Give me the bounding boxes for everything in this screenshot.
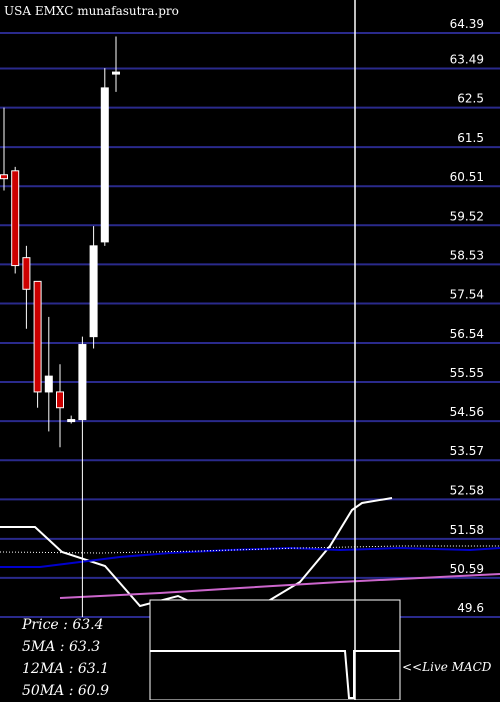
stat-value: 60.9 bbox=[77, 683, 110, 699]
ma-mid-line bbox=[0, 546, 500, 568]
y-tick-label: 59.52 bbox=[450, 209, 484, 223]
y-tick-label: 63.49 bbox=[450, 53, 484, 67]
y-tick-label: 56.54 bbox=[450, 327, 484, 341]
stat-label: 50MA bbox=[22, 683, 65, 699]
y-tick-label: 57.54 bbox=[450, 287, 484, 301]
candle-body bbox=[67, 419, 76, 423]
candle-body bbox=[100, 87, 109, 243]
y-axis: 64.39 63.49 62.5 61.5 60.51 59.52 58.53 57.54 56… bbox=[450, 17, 484, 615]
candle bbox=[22, 245, 31, 329]
stat-label: 5MA bbox=[22, 639, 56, 655]
candle-body bbox=[22, 257, 31, 290]
y-tick-label: 62.5 bbox=[457, 92, 484, 106]
candle-body bbox=[89, 245, 98, 338]
candle bbox=[78, 336, 87, 617]
y-tick-label: 54.56 bbox=[450, 405, 484, 419]
candle bbox=[100, 68, 109, 246]
grid-layer bbox=[0, 32, 500, 618]
candle bbox=[44, 316, 53, 432]
candle-body bbox=[0, 174, 8, 180]
macd-line bbox=[150, 650, 400, 699]
y-tick-label: 51.58 bbox=[450, 523, 484, 537]
candle-body bbox=[11, 170, 20, 267]
y-tick-label: 52.58 bbox=[450, 483, 484, 497]
candle-body bbox=[112, 71, 120, 75]
y-tick-label: 50.59 bbox=[450, 562, 484, 576]
stat-row: 5MA : 63.3 bbox=[22, 639, 101, 655]
y-tick-label: 61.5 bbox=[457, 131, 484, 145]
stat-label: 12MA bbox=[22, 661, 65, 677]
y-tick-label: 49.6 bbox=[457, 601, 484, 615]
stat-row: 12MA : 63.1 bbox=[22, 661, 110, 677]
stats-panel: Price : 63.4 5MA : 63.3 12MA : 63.1 50MA… bbox=[22, 614, 109, 702]
candle-layer bbox=[0, 36, 120, 617]
macd-label: <<Live MACD bbox=[402, 659, 491, 675]
candle-body bbox=[33, 280, 42, 393]
candle bbox=[67, 415, 76, 424]
candle bbox=[112, 36, 120, 92]
candle bbox=[11, 166, 20, 274]
stat-row: Price : 63.4 bbox=[22, 617, 104, 633]
candle bbox=[33, 280, 42, 408]
stat-value: 63.1 bbox=[77, 661, 110, 677]
y-tick-label: 64.39 bbox=[450, 17, 484, 31]
y-tick-label: 53.57 bbox=[450, 444, 484, 458]
y-tick-label: 55.55 bbox=[450, 366, 484, 380]
y-tick-label: 60.51 bbox=[450, 170, 484, 184]
candle bbox=[89, 226, 98, 349]
macd-label-text: <<Live MACD bbox=[402, 660, 492, 674]
stat-value: 63.4 bbox=[72, 617, 104, 633]
candle-body bbox=[44, 375, 53, 393]
y-tick-label: 58.53 bbox=[450, 248, 484, 262]
stat-row: 50MA : 60.9 bbox=[22, 683, 110, 699]
stat-label: Price bbox=[22, 617, 59, 633]
candle bbox=[0, 107, 8, 191]
candle-body bbox=[56, 391, 64, 409]
ma-long-line bbox=[59, 573, 500, 599]
macd-panel bbox=[149, 599, 401, 700]
candle-body bbox=[78, 344, 87, 421]
stat-value: 63.3 bbox=[68, 639, 101, 655]
candle bbox=[56, 364, 64, 448]
chart-title: USA EMXC munafasutra.pro bbox=[4, 4, 179, 18]
